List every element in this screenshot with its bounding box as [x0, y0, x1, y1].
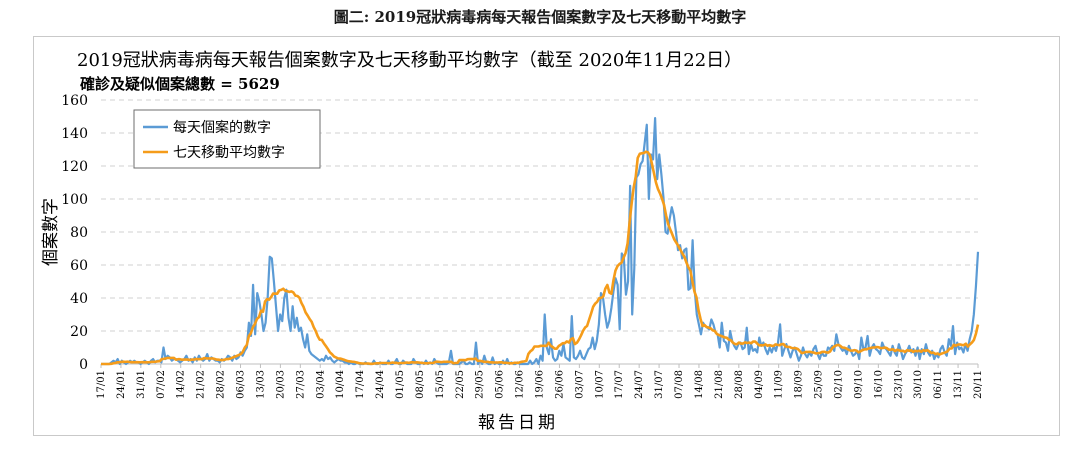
chart-frame — [33, 36, 1060, 436]
x-tick-label: 02/10 — [833, 370, 844, 399]
x-tick-label: 17/01 — [96, 370, 107, 399]
x-tick-label: 03/04 — [315, 370, 326, 399]
x-tick-label: 17/07 — [614, 370, 625, 399]
y-tick-label: 120 — [61, 159, 88, 175]
y-tick-label: 100 — [61, 192, 88, 208]
y-tick-label: 20 — [70, 324, 88, 340]
x-tick-label: 24/04 — [375, 370, 386, 399]
x-tick-label: 19/06 — [535, 370, 546, 399]
x-tick-label: 10/04 — [335, 370, 346, 399]
x-tick-label: 15/05 — [435, 370, 446, 399]
y-axis-label: 個案數字 — [41, 198, 61, 266]
x-tick-label: 13/11 — [953, 370, 964, 399]
x-tick-label: 28/02 — [216, 370, 227, 399]
x-tick-label: 27/03 — [295, 370, 306, 399]
series-line-seven-day-average — [101, 150, 980, 366]
x-tick-label: 31/07 — [654, 370, 665, 399]
x-tick-label: 08/05 — [415, 370, 426, 399]
x-tick-label: 20/11 — [973, 370, 984, 399]
legend-box — [133, 109, 321, 169]
legend-label-daily-cases: 每天個案的數字 — [173, 119, 271, 136]
x-tick-label: 07/08 — [674, 370, 685, 399]
y-axis-ticks: 0 20 40 60 80 100 120 140 160 — [61, 93, 88, 373]
x-tick-label: 23/10 — [893, 370, 904, 399]
x-tick-label: 25/09 — [814, 370, 825, 399]
y-tick-label: 160 — [61, 93, 88, 109]
x-tick-label: 06/11 — [933, 370, 944, 399]
x-tick-label: 10/07 — [594, 370, 605, 399]
x-tick-label: 09/10 — [853, 370, 864, 399]
x-tick-label: 26/06 — [554, 370, 565, 399]
legend: 每天個案的數字 七天移動平均數字 — [133, 109, 321, 169]
x-tick-label: 18/09 — [794, 370, 805, 399]
x-tick-label: 22/05 — [455, 370, 466, 399]
chart-subtitle: 確診及疑似個案總數 = 5629 — [79, 75, 280, 93]
x-tick-label: 31/01 — [136, 370, 147, 399]
x-tick-label: 01/05 — [395, 370, 406, 399]
x-tick-label: 29/05 — [475, 370, 486, 399]
x-tick-label: 03/07 — [574, 370, 585, 399]
x-tick-label: 14/08 — [694, 370, 705, 399]
y-tick-label: 40 — [70, 291, 88, 307]
x-tick-label: 16/10 — [873, 370, 884, 399]
x-tick-label: 30/10 — [913, 370, 924, 399]
x-tick-label: 13/03 — [255, 370, 266, 399]
x-tick-label: 04/09 — [754, 370, 765, 399]
x-tick-label: 28/08 — [734, 370, 745, 399]
x-tick-label: 11/09 — [774, 370, 785, 399]
x-tick-label: 21/08 — [714, 370, 725, 399]
y-tick-label: 140 — [61, 126, 88, 142]
figure-caption: 圖二: 2019冠狀病毒病每天報告個案數字及七天移動平均數字 — [333, 8, 747, 26]
x-tick-label: 20/03 — [275, 370, 286, 399]
x-tick-label: 06/03 — [236, 370, 247, 399]
x-tick-label: 24/07 — [634, 370, 645, 399]
x-axis-label: 報告日期 — [478, 413, 558, 433]
x-tick-label: 24/01 — [116, 370, 127, 399]
y-tick-label: 60 — [70, 258, 88, 274]
x-tick-label: 05/06 — [495, 370, 506, 399]
chart-title: 2019冠狀病毒病每天報告個案數字及七天移動平均數字（截至 2020年11月22… — [77, 50, 742, 71]
x-tick-label: 12/06 — [515, 370, 526, 399]
x-tick-label: 21/02 — [196, 370, 207, 399]
x-tick-label: 14/02 — [176, 370, 187, 399]
y-tick-label: 80 — [70, 225, 88, 241]
x-tick-label: 17/04 — [355, 370, 366, 399]
y-tick-label: 0 — [79, 357, 88, 373]
x-tick-label: 07/02 — [156, 370, 167, 399]
x-axis-ticks: 17/01 24/01 31/01 07/02 14/02 21/02 28/02 06/03… — [96, 364, 984, 399]
legend-label-seven-day-average: 七天移動平均數字 — [173, 145, 285, 161]
